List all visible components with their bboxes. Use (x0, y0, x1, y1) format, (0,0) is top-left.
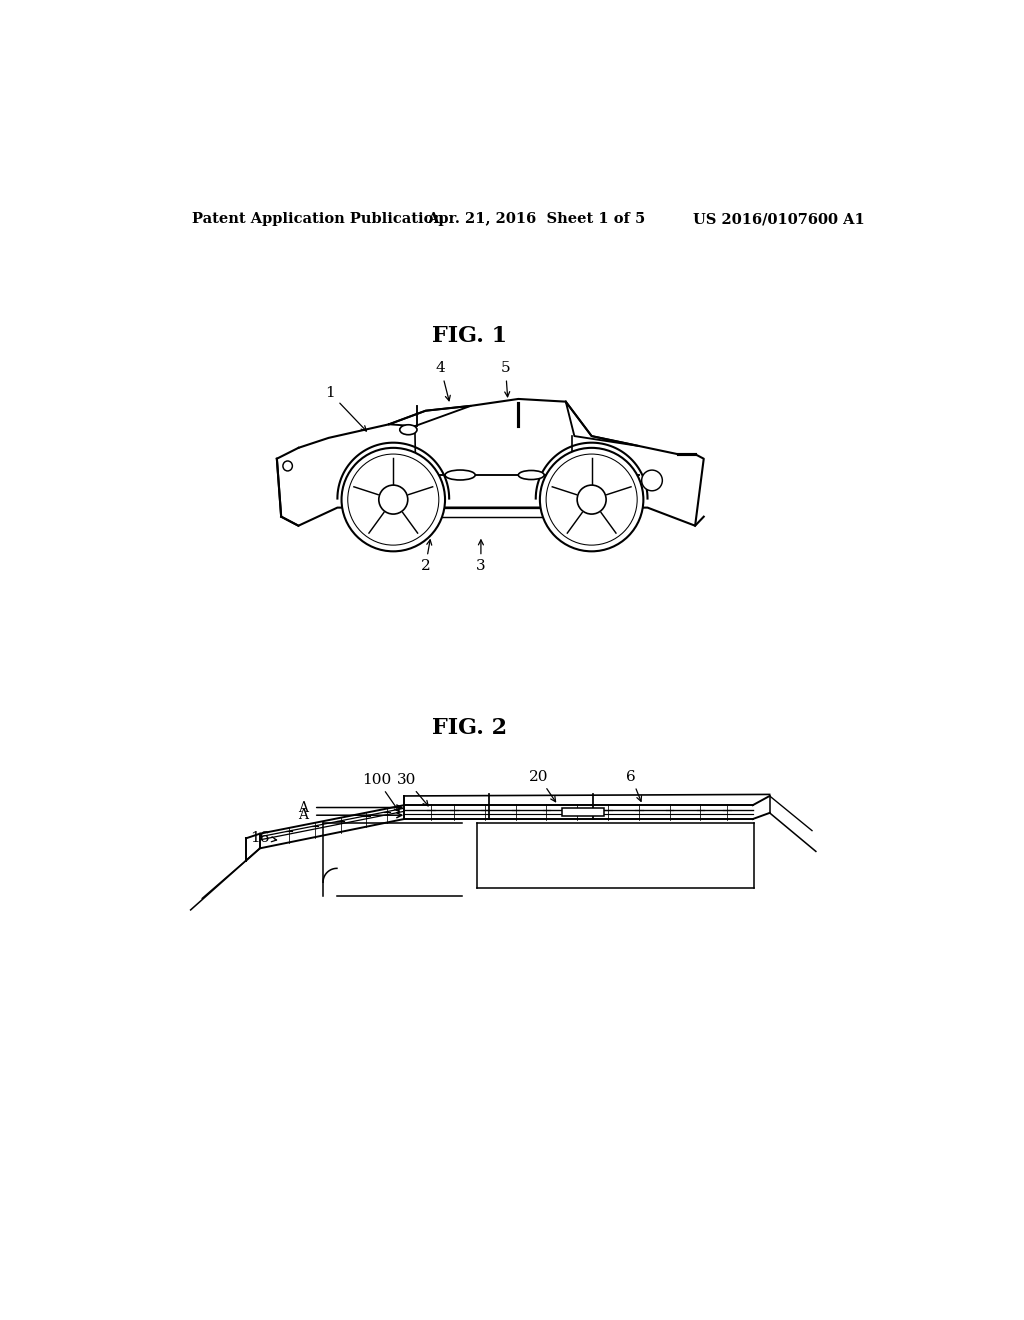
Text: 20: 20 (529, 770, 556, 801)
Circle shape (342, 447, 445, 552)
Text: 30: 30 (396, 772, 428, 805)
Text: 4: 4 (436, 362, 451, 401)
Text: Patent Application Publication: Patent Application Publication (193, 213, 444, 227)
Ellipse shape (283, 461, 293, 471)
Ellipse shape (399, 425, 417, 434)
Circle shape (540, 447, 643, 552)
Bar (562, 808, 604, 816)
Text: FIG. 2: FIG. 2 (432, 717, 507, 739)
Circle shape (379, 486, 408, 513)
Text: 2: 2 (421, 540, 432, 573)
Circle shape (578, 486, 606, 513)
Text: A: A (298, 800, 307, 814)
Circle shape (642, 470, 663, 491)
Text: A: A (298, 808, 307, 822)
Text: 6: 6 (627, 770, 641, 801)
Text: 1: 1 (326, 385, 367, 432)
Text: 3: 3 (476, 540, 485, 573)
Text: FIG. 1: FIG. 1 (432, 325, 507, 347)
Text: 100: 100 (362, 772, 399, 812)
Text: Apr. 21, 2016  Sheet 1 of 5: Apr. 21, 2016 Sheet 1 of 5 (427, 213, 645, 227)
Text: 5: 5 (501, 362, 510, 397)
Text: US 2016/0107600 A1: US 2016/0107600 A1 (692, 213, 864, 227)
Text: 16: 16 (250, 830, 276, 845)
Ellipse shape (518, 470, 544, 479)
Ellipse shape (445, 470, 475, 480)
